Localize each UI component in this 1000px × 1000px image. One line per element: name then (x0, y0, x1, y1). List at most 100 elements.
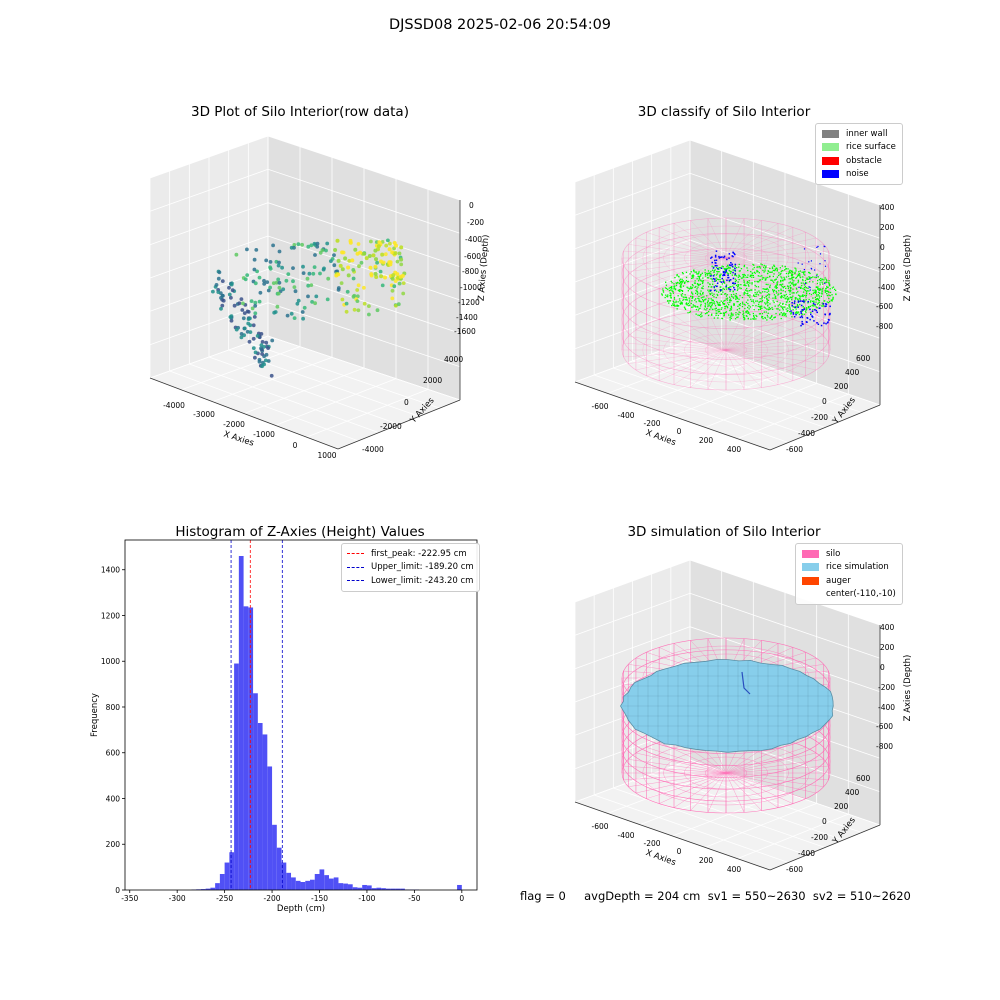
rice-surface-point (752, 312, 754, 315)
rice-surface-point (785, 297, 787, 299)
rice-surface-point (765, 288, 767, 290)
rice-surface-point (751, 289, 753, 291)
z-tick-label: -600 (464, 252, 481, 261)
rice-surface-point (699, 283, 701, 285)
rice-surface-point (747, 276, 749, 278)
rice-surface-point (781, 277, 783, 279)
rice-surface-point (748, 308, 750, 310)
rice-surface-point (737, 316, 739, 318)
data-point (315, 241, 320, 246)
rice-surface-point (715, 310, 717, 312)
silo-spoke (623, 349, 727, 358)
data-point (373, 264, 378, 269)
rice-surface-point (740, 268, 743, 270)
rice-surface-point (717, 294, 719, 297)
raw-plot-title: 3D Plot of Silo Interior(row data) (191, 104, 409, 120)
rice-surface-point (766, 299, 769, 301)
rice-surface-point (728, 314, 730, 316)
rice-surface-point (753, 309, 755, 311)
data-point (257, 275, 262, 280)
rice-surface-point (743, 275, 745, 277)
silo-ring (621, 263, 831, 345)
rice-surface-point (803, 307, 805, 309)
silo-spoke (725, 244, 824, 259)
rice-surface-point (802, 295, 804, 297)
rice-surface-point (751, 274, 753, 276)
rice-surface-point (779, 267, 781, 269)
rice-surface-point (697, 286, 699, 288)
data-point (293, 289, 298, 294)
data-point (393, 279, 398, 283)
rice-surface-point (764, 268, 766, 270)
z-tick-label: -200 (467, 218, 484, 227)
x-axis-line (574, 381, 771, 451)
rice-surface-point (727, 287, 729, 289)
rice-surface-point (742, 313, 744, 315)
rice-surface-point (731, 274, 733, 276)
noise-point (725, 269, 727, 271)
noise-point (725, 285, 727, 288)
rice-surface-point (795, 292, 798, 294)
silo-ring (621, 233, 831, 314)
rice-surface-point (730, 313, 732, 315)
rice-surface-point (750, 289, 752, 291)
rice-surface-point (718, 310, 721, 313)
histogram-bar (200, 889, 206, 890)
rice-surface-point (747, 269, 749, 272)
rice-surface-point (707, 273, 709, 275)
silo-spoke (725, 349, 824, 364)
rice-surface-point (802, 279, 804, 282)
histogram-bar (338, 883, 344, 890)
data-point (275, 304, 280, 309)
noise-point (804, 283, 806, 285)
rice-surface-point (771, 306, 773, 309)
rice-surface-point (696, 294, 699, 296)
rice-surface-point (668, 302, 670, 304)
noise-point (712, 275, 715, 277)
rice-surface-point (746, 292, 748, 295)
z-tick-label: -800 (462, 267, 479, 276)
rice-surface-point (800, 287, 802, 289)
rice-surface-point (759, 275, 761, 277)
data-point (325, 241, 330, 246)
rice-surface-point (782, 280, 784, 282)
rice-surface-point (664, 287, 667, 289)
rice-surface-point (669, 294, 671, 297)
data-point (217, 270, 222, 275)
rice-surface-point (689, 310, 692, 313)
rice-surface-point (805, 287, 808, 289)
silo-spoke (725, 218, 745, 259)
data-point (252, 315, 257, 319)
rice-surface-point (729, 309, 731, 312)
rice-surface-point (685, 296, 687, 299)
noise-point (801, 263, 803, 265)
rice-surface-point (708, 298, 710, 300)
rice-surface-point (725, 288, 728, 290)
grid-line (737, 393, 849, 440)
rice-surface-point (744, 283, 746, 285)
rice-surface-point (794, 297, 796, 299)
rice-surface-point (687, 290, 689, 292)
rice-surface-point (702, 292, 704, 295)
rice-surface-point (700, 312, 703, 314)
noise-point (714, 265, 717, 267)
rice-surface-point (725, 271, 728, 273)
rice-surface-point (799, 276, 801, 278)
data-point (306, 283, 311, 288)
rice-surface-point (801, 313, 803, 316)
rice-surface-point (773, 281, 775, 283)
legend-item-rice-surface: rice surface (822, 141, 896, 155)
data-point (335, 238, 340, 243)
rice-surface-point (695, 285, 697, 288)
data-point (251, 346, 256, 350)
rice-surface-point (831, 294, 833, 296)
noise-point (734, 282, 736, 285)
rice-surface-point (826, 285, 828, 288)
rice-surface-point (716, 290, 718, 292)
rice-surface-point (717, 309, 719, 311)
data-point (252, 257, 257, 262)
rice-surface-point (697, 314, 699, 316)
noise-point (710, 275, 712, 277)
histogram-bar (457, 884, 462, 890)
